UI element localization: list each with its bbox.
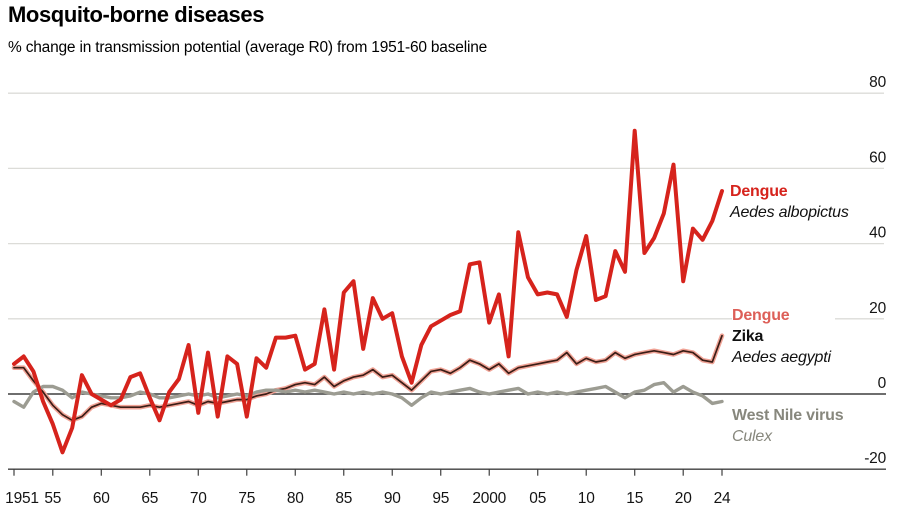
x-tick-label-95: 95 — [432, 490, 449, 507]
legend-albopictus-species: Aedes albopictus — [730, 204, 849, 221]
legend-aegypti-species: Aedes aegypti — [732, 349, 831, 366]
x-tick-label-85: 85 — [335, 490, 352, 507]
x-tick-label-90: 90 — [384, 490, 401, 507]
x-tick-label-55: 55 — [44, 490, 61, 507]
x-tick-label-75: 75 — [238, 490, 255, 507]
chart-title: Mosquito-borne diseases — [8, 2, 265, 27]
x-tick-label-65: 65 — [141, 490, 158, 507]
x-tick-label-10: 10 — [578, 490, 595, 507]
chart-subtitle: % change in transmission potential (aver… — [8, 39, 488, 56]
x-tick-label-24: 24 — [714, 490, 731, 507]
legend-dengue-aegypti-label: Dengue — [732, 307, 790, 324]
x-tick-label-80: 80 — [287, 490, 304, 507]
y-tick-label-0: 0 — [878, 375, 887, 392]
y-tick-label-60: 60 — [869, 149, 886, 166]
y-tick-label-40: 40 — [869, 225, 886, 242]
x-tick-label-60: 60 — [93, 490, 110, 507]
legend-west-nile-label: West Nile virus — [732, 407, 844, 424]
x-tick-label-70: 70 — [190, 490, 207, 507]
legend-west-nile: West Nile virus Culex — [732, 405, 848, 447]
x-tick-label-05: 05 — [529, 490, 546, 507]
legend-west-nile-species: Culex — [732, 428, 772, 445]
x-tick-label-20: 20 — [675, 490, 692, 507]
series-line-dengue-zika-aegypti — [13, 334, 723, 422]
x-tick-label-15: 15 — [626, 490, 643, 507]
legend-dengue-albopictus-label: Dengue — [730, 183, 788, 200]
legend-dengue-zika-aegypti: Dengue Zika Aedes aegypti — [732, 305, 835, 368]
y-tick-label-20: 20 — [869, 300, 886, 317]
legend-dengue-albopictus: Dengue Aedes albopictus — [730, 181, 853, 223]
y-tick-label--20: -20 — [864, 450, 886, 467]
series-line-west-nile — [12, 381, 724, 409]
y-tick-label-80: 80 — [869, 74, 886, 91]
x-tick-label-2000: 2000 — [472, 490, 506, 507]
legend-zika-label: Zika — [732, 328, 764, 345]
series-line-dengue-albopictus — [12, 128, 724, 455]
x-tick-label-1951: 1951 — [5, 490, 39, 507]
